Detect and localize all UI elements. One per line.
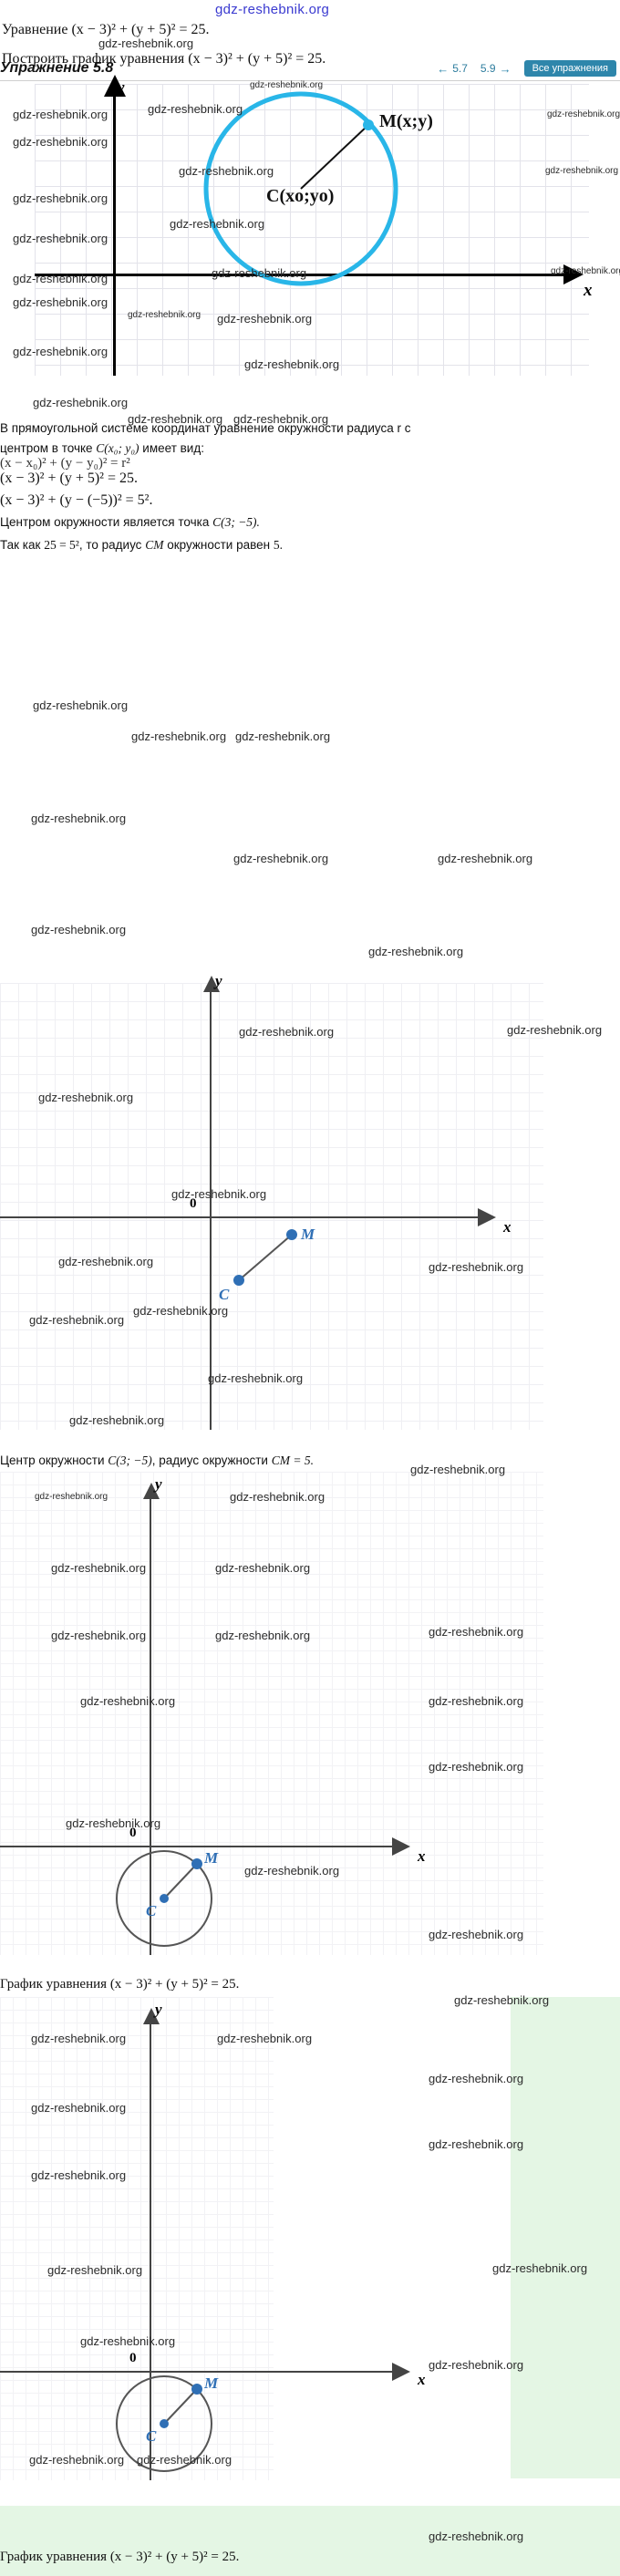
nav-next-exercise[interactable]: 5.9 →	[480, 62, 512, 76]
x-axis	[0, 1846, 405, 1847]
point-c-label: C(xo;yo)	[266, 186, 335, 206]
watermark: gdz-reshebnik.org	[131, 729, 227, 743]
origin-label: 0	[129, 1826, 137, 1840]
watermark: gdz-reshebnik.org	[98, 36, 194, 50]
x-axis-label: x	[584, 281, 593, 300]
y-axis-arrow-icon	[143, 2008, 160, 2024]
arrow-left-icon: ←	[437, 61, 450, 76]
grid	[0, 983, 543, 1430]
y-axis	[150, 1490, 151, 1955]
figure-3: y x 0 C M	[0, 1472, 543, 1955]
y-axis	[210, 983, 212, 1430]
brand-watermark: gdz-reshebnik.org	[215, 2, 330, 17]
y-axis-label: y	[155, 2001, 162, 2018]
formula-1: (x − x₀)² + (y − y₀)² = r²	[0, 456, 130, 471]
arrow-right-icon: →	[499, 61, 512, 76]
x-axis	[0, 2371, 405, 2373]
point-m-label: M	[204, 1849, 219, 1867]
header-line-1: Уравнение (x − 3)² + (y + 5)² = 25.	[2, 22, 210, 37]
point-c-label: C	[146, 1902, 157, 1919]
circle-shape	[116, 1850, 212, 1947]
segment-cm	[233, 1229, 297, 1286]
header-divider	[0, 80, 620, 81]
x-axis-arrow-icon	[392, 2363, 410, 2381]
watermark: gdz-reshebnik.org	[368, 945, 464, 958]
grid	[0, 1997, 274, 2480]
point-m-label: M(x;y)	[379, 111, 433, 131]
x-axis	[35, 274, 578, 276]
exercise-nav: ← 5.7 5.9 → Все упражнения	[437, 60, 616, 77]
page-title: Упражнение 5.8	[0, 60, 114, 76]
grid	[0, 1472, 543, 1955]
point-c-label: C	[219, 1286, 230, 1303]
circle-shape	[203, 91, 398, 286]
point-c-label: C	[146, 2427, 157, 2445]
watermark: gdz-reshebnik.org	[235, 729, 331, 743]
formula-3: (x − 3)² + (y − (−5))² = 5².	[0, 492, 153, 508]
paragraph-4: Так как 25 = 5², то радиус CM окружности…	[0, 538, 283, 552]
formula-2: (x − 3)² + (y + 5)² = 25.	[0, 471, 138, 486]
y-axis-arrow-icon	[104, 75, 126, 97]
watermark: gdz-reshebnik.org	[233, 852, 329, 865]
watermark: gdz-reshebnik.org	[33, 698, 129, 712]
x-axis-arrow-icon	[392, 1837, 410, 1856]
point-m-label: M	[204, 2374, 219, 2392]
x-axis	[0, 1216, 492, 1218]
nav-next-label: 5.9	[480, 62, 496, 75]
paragraph-5: Центр окружности C(3; −5), радиус окружн…	[0, 1454, 314, 1467]
grid	[35, 84, 589, 376]
figure-4: y x 0 C M	[0, 1997, 511, 2480]
figure-1: y x M(x;y) C(xo;yo) gdz-reshebnik.org gd…	[0, 75, 620, 376]
x-axis-arrow-icon	[478, 1208, 496, 1226]
y-axis	[150, 2015, 151, 2480]
paragraph-3: Центром окружности является точка C(3; −…	[0, 515, 260, 529]
y-axis-label: y	[117, 78, 125, 98]
x-axis-label: x	[418, 2371, 426, 2388]
paragraph-1: В прямоугольной системе координат уравне…	[0, 421, 411, 435]
y-axis-label: y	[215, 972, 222, 989]
y-axis-arrow-icon	[203, 976, 220, 992]
point-m-label: M	[301, 1226, 315, 1243]
paragraph-2: центром в точке C(x₀; y₀) имеет вид:	[0, 441, 204, 455]
footer-highlight	[0, 2506, 620, 2576]
x-axis-arrow-icon	[563, 264, 584, 284]
watermark: gdz-reshebnik.org	[31, 923, 127, 936]
watermark: gdz-reshebnik.org	[33, 396, 129, 409]
y-axis-label: y	[155, 1475, 162, 1493]
watermark: gdz-reshebnik.org	[438, 852, 533, 865]
circle-shape	[116, 2375, 212, 2472]
y-axis-arrow-icon	[143, 1483, 160, 1499]
origin-label: 0	[190, 1196, 197, 1211]
y-axis	[113, 84, 116, 376]
x-axis-label: x	[503, 1218, 512, 1236]
x-axis-label: x	[418, 1847, 426, 1865]
origin-label: 0	[129, 2351, 137, 2365]
all-exercises-button[interactable]: Все упражнения	[523, 60, 616, 77]
paragraph-6: График уравнения (x − 3)² + (y + 5)² = 2…	[0, 1977, 240, 1991]
figure-2: y x 0 C M	[0, 972, 543, 1430]
nav-prev-label: 5.7	[452, 62, 468, 75]
header-line-2: Построить график уравнения (x − 3)² + (y…	[2, 51, 326, 67]
paragraph-7: График уравнения (x − 3)² + (y + 5)² = 2…	[0, 2550, 240, 2564]
nav-prev-exercise[interactable]: ← 5.7	[437, 62, 468, 76]
watermark: gdz-reshebnik.org	[31, 812, 127, 825]
